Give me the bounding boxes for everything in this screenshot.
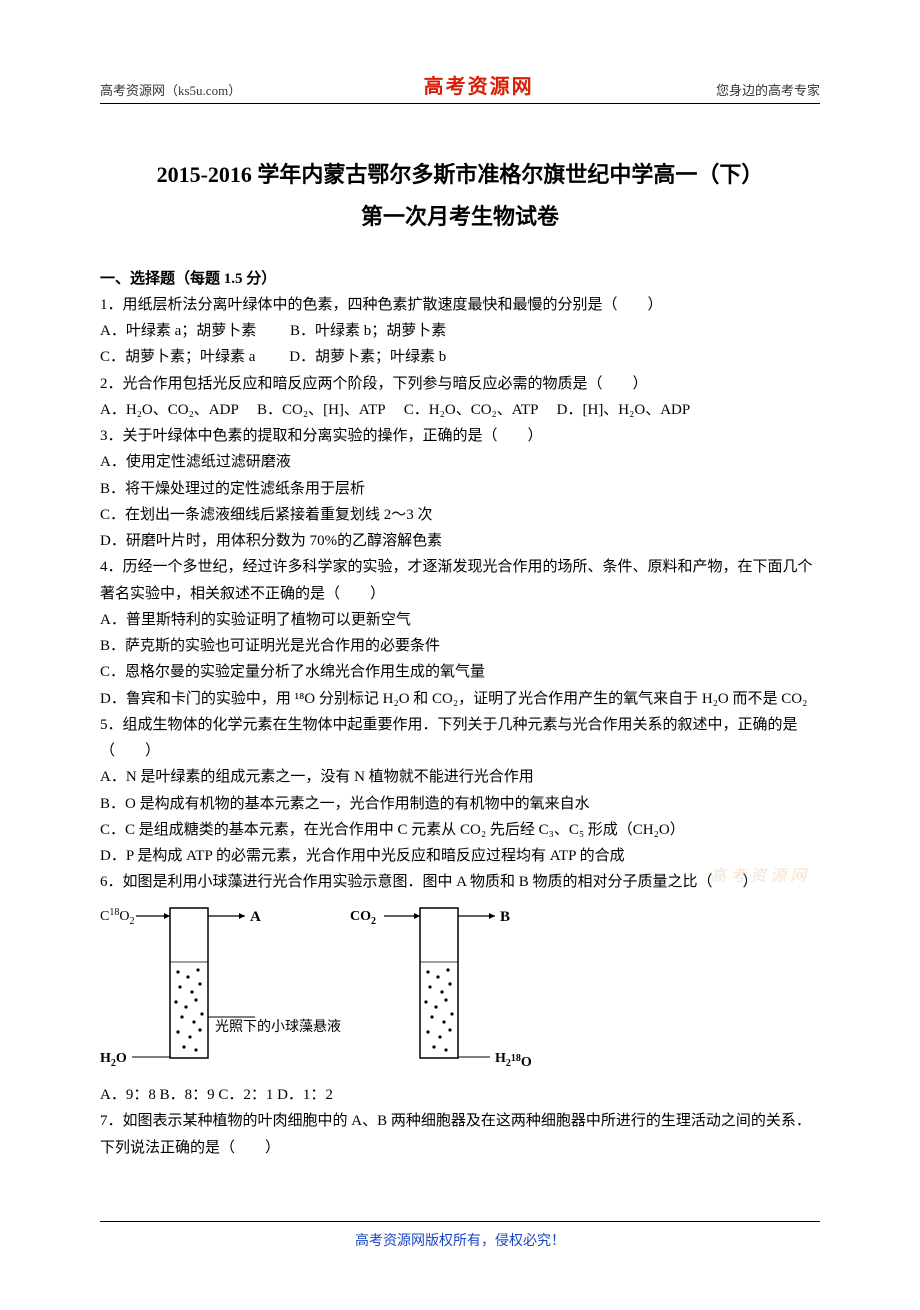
page-footer: 高考资源网版权所有，侵权必究！: [100, 1221, 820, 1250]
q5-opt-a: A．N 是叶绿素的组成元素之一，没有 N 植物就不能进行光合作用: [100, 764, 820, 790]
header-center-logo: 高考资源网: [424, 70, 534, 99]
q4-text: 4．历经一个多世纪，经过许多科学家的实验，才逐渐发现光合作用的场所、条件、原料和…: [100, 554, 820, 607]
content-body: 一、选择题（每题 1.5 分） 1．用纸层析法分离叶绿体中的色素，四种色素扩散速…: [100, 266, 820, 1161]
question-3: 3．关于叶绿体中色素的提取和分离实验的操作，正确的是（ ） A．使用定性滤纸过滤…: [100, 423, 820, 554]
q1-opt-a: A．叶绿素 a；胡萝卜素: [100, 323, 256, 339]
right-output-label: B: [500, 909, 510, 925]
header-right: 您身边的高考专家: [716, 80, 820, 99]
left-bottom-label: H2O: [100, 1051, 127, 1069]
q6-diagram-right: CO2 B: [350, 902, 580, 1072]
q5-opt-b: B．O 是构成有机物的基本元素之一，光合作用制造的有机物中的氧来自水: [100, 791, 820, 817]
q1-opt-c: C．胡萝卜素；叶绿素 a: [100, 349, 255, 365]
q3-opt-b: B．将干燥处理过的定性滤纸条用于层析: [100, 476, 820, 502]
q6-diagram-left: C18O2 A: [100, 902, 310, 1072]
q3-opt-a: A．使用定性滤纸过滤研磨液: [100, 449, 820, 475]
title-line-1: 2015-2016 学年内蒙古鄂尔多斯市准格尔旗世纪中学高一（下）: [100, 154, 820, 196]
q4-opt-d: D．鲁宾和卡门的实验中，用 ¹⁸O 分别标记 H₂O 和 CO₂，证明了光合作用…: [100, 686, 820, 712]
q6-options: A．9：8 B．8：9 C．2：1 D．1：2: [100, 1082, 820, 1108]
q5-opt-c: C．C 是组成糖类的基本元素，在光合作用中 C 元素从 CO₂ 先后经 C₃、C…: [100, 817, 820, 843]
left-input-label: C18O2: [100, 907, 134, 927]
q2-opt-a: A．H₂O、CO₂、ADP: [100, 402, 238, 418]
left-output-label: A: [250, 909, 261, 925]
document-title: 2015-2016 学年内蒙古鄂尔多斯市准格尔旗世纪中学高一（下） 第一次月考生…: [100, 154, 820, 238]
q1-opt-d: D．胡萝卜素；叶绿素 b: [289, 349, 446, 365]
right-input-label: CO2: [350, 909, 376, 927]
page-header: 高考资源网（ks5u.com） 高考资源网 您身边的高考专家: [100, 70, 820, 104]
q1-options-row1: A．叶绿素 a；胡萝卜素 B．叶绿素 b；胡萝卜素: [100, 318, 820, 344]
question-6: 高考资源网 6．如图是利用小球藻进行光合作用实验示意图．图中 A 物质和 B 物…: [100, 869, 820, 1108]
question-2: 2．光合作用包括光反应和暗反应两个阶段，下列参与暗反应必需的物质是（ ） A．H…: [100, 371, 820, 424]
q3-opt-d: D．研磨叶片时，用体积分数为 70%的乙醇溶解色素: [100, 528, 820, 554]
q4-opt-c: C．恩格尔曼的实验定量分析了水绵光合作用生成的氧气量: [100, 659, 820, 685]
q2-opt-d: D．[H]、H₂O、ADP: [557, 402, 691, 418]
q2-opt-c: C．H₂O、CO₂、ATP: [404, 402, 538, 418]
q1-text: 1．用纸层析法分离叶绿体中的色素，四种色素扩散速度最快和最慢的分别是（ ）: [100, 292, 820, 318]
q5-text: 5．组成生物体的化学元素在生物体中起重要作用．下列关于几种元素与光合作用关系的叙…: [100, 712, 820, 765]
q3-opt-c: C．在划出一条滤液细线后紧接着重复划线 2～3 次: [100, 502, 820, 528]
question-1: 1．用纸层析法分离叶绿体中的色素，四种色素扩散速度最快和最慢的分别是（ ） A．…: [100, 292, 820, 371]
q4-opt-a: A．普里斯特利的实验证明了植物可以更新空气: [100, 607, 820, 633]
right-bottom-label: H218O: [495, 1051, 532, 1070]
q2-options: A．H₂O、CO₂、ADP B．CO₂、[H]、ATP C．H₂O、CO₂、AT…: [100, 397, 820, 423]
watermark-text: 高考资源网: [710, 863, 810, 891]
q7-text: 7．如图表示某种植物的叶肉细胞中的 A、B 两种细胞器及在这两种细胞器中所进行的…: [100, 1108, 820, 1161]
q2-text: 2．光合作用包括光反应和暗反应两个阶段，下列参与暗反应必需的物质是（ ）: [100, 371, 820, 397]
question-7: 7．如图表示某种植物的叶肉细胞中的 A、B 两种细胞器及在这两种细胞器中所进行的…: [100, 1108, 820, 1161]
q4-opt-b: B．萨克斯的实验也可证明光是光合作用的必要条件: [100, 633, 820, 659]
page: 高考资源网（ks5u.com） 高考资源网 您身边的高考专家 2015-2016…: [0, 0, 920, 1310]
q1-opt-b: B．叶绿素 b；胡萝卜素: [290, 323, 446, 339]
question-5: 5．组成生物体的化学元素在生物体中起重要作用．下列关于几种元素与光合作用关系的叙…: [100, 712, 820, 870]
q1-options-row2: C．胡萝卜素；叶绿素 a D．胡萝卜素；叶绿素 b: [100, 344, 820, 370]
q3-text: 3．关于叶绿体中色素的提取和分离实验的操作，正确的是（ ）: [100, 423, 820, 449]
title-line-2: 第一次月考生物试卷: [100, 196, 820, 238]
section-1-header: 一、选择题（每题 1.5 分）: [100, 266, 820, 292]
question-4: 4．历经一个多世纪，经过许多科学家的实验，才逐渐发现光合作用的场所、条件、原料和…: [100, 554, 820, 712]
q2-opt-b: B．CO₂、[H]、ATP: [257, 402, 385, 418]
header-left: 高考资源网（ks5u.com）: [100, 80, 241, 99]
